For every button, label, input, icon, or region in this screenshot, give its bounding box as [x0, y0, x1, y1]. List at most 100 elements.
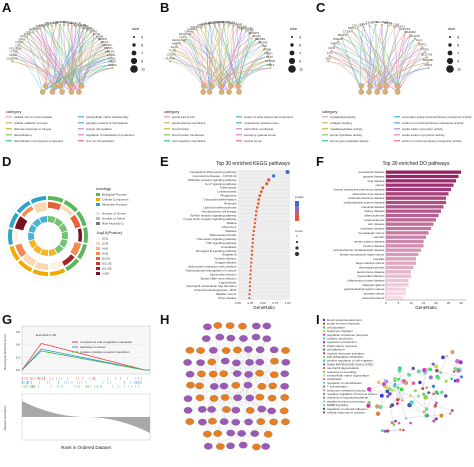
legend-dot: [322, 333, 326, 336]
network-node: [201, 335, 211, 342]
gene-node: [16, 46, 19, 50]
category-label: Hematopoietic cell lineage: [201, 209, 236, 213]
gene-node: [269, 66, 272, 70]
network-edge: [202, 361, 212, 410]
network-edge: [397, 62, 429, 93]
size-legend-dot: [446, 65, 454, 73]
gene-node: [11, 56, 15, 60]
bar: [386, 183, 454, 187]
gene-node: [240, 27, 244, 31]
category-legend-label: collagen binding: [330, 121, 352, 125]
data-point: [261, 186, 265, 190]
category-legend-label: cell projection membrane: [172, 139, 206, 143]
gene-node: [58, 23, 62, 27]
gene-label: FPR1: [20, 35, 28, 39]
network-node: [198, 418, 207, 426]
network-node: [411, 366, 415, 370]
network-edge: [207, 325, 218, 435]
gene-node: [265, 51, 269, 54]
network-node: [428, 367, 433, 372]
network-node: [409, 400, 414, 405]
gene-node: [169, 60, 172, 63]
category-label: malignant glioma: [362, 283, 385, 287]
network-node: [195, 382, 204, 390]
gene-node: [362, 25, 365, 28]
gene-node: [345, 32, 348, 36]
network-edge: [236, 362, 274, 422]
network-node: [383, 379, 386, 382]
gene-node: [336, 40, 340, 43]
gene-node: [39, 27, 42, 31]
network-edge: [380, 396, 388, 408]
circos-inner-segment: [48, 216, 56, 224]
panel-label-g: G: [2, 312, 13, 327]
pvalue-legend-title: -log10(Pvalue): [96, 230, 123, 235]
gene-node: [54, 23, 58, 27]
network-edge: [211, 24, 225, 87]
legend-label: cell activation: [327, 325, 345, 329]
gene-label: TFRC: [421, 47, 430, 51]
gene-node: [268, 58, 271, 62]
gene-node: [22, 38, 26, 41]
data-point: [250, 253, 254, 256]
gene-label: ANXA3: [200, 22, 210, 26]
network-edge: [235, 410, 285, 423]
category-label: Chemokine signaling pathway: [197, 237, 237, 241]
network-node: [208, 417, 217, 425]
category-label: Tuberculosis: [220, 186, 237, 190]
data-point: [250, 257, 253, 260]
circos-pvalue-bar: [15, 243, 27, 258]
network-node: [427, 391, 431, 394]
network-edge: [248, 385, 273, 423]
data-point: [251, 245, 254, 248]
circos-outer-segment: [9, 245, 20, 261]
gene-node: [330, 49, 333, 53]
pvalue-legend-swatch: [96, 237, 100, 240]
network-node: [268, 382, 277, 390]
category-legend-label: sodium ion transmembrane transporter act…: [402, 121, 464, 125]
network-edge: [52, 57, 112, 93]
network-edge: [384, 25, 389, 87]
bar: [386, 278, 409, 283]
x-tick-label: 0.00: [235, 301, 241, 305]
size-legend-label: 5: [299, 43, 302, 48]
network-edge: [202, 33, 251, 93]
size-legend-dot: [289, 50, 295, 56]
bar: [386, 235, 426, 239]
network-edge: [205, 26, 212, 87]
gene-node: [175, 44, 178, 48]
gene-label: CTSK: [343, 29, 351, 33]
network-edge: [181, 39, 204, 87]
category-label: myocardial infarction: [357, 274, 385, 278]
circos-pvalue-bar: [21, 206, 34, 218]
gene-label: PYGL: [93, 32, 101, 36]
ranked-metric-area: [22, 401, 150, 433]
bar: [386, 287, 406, 291]
bar: [386, 174, 459, 179]
category-node: [377, 83, 383, 89]
network-node: [267, 407, 276, 415]
gene-label: ACSL1: [63, 20, 73, 24]
circos-outer-segment: [65, 258, 80, 272]
y-tick-label: 0.4: [16, 343, 21, 347]
network-edge: [202, 374, 214, 410]
network-node: [444, 379, 448, 383]
gene-node: [204, 25, 207, 28]
network-node: [450, 350, 455, 355]
bar: [386, 244, 424, 248]
size-legend-dot: [446, 57, 454, 65]
network-edge: [422, 372, 426, 389]
gene-label: ITGAM: [39, 23, 49, 27]
network-edge: [426, 393, 434, 410]
network-node: [366, 386, 372, 392]
network-node: [422, 392, 426, 396]
data-point: [267, 178, 271, 182]
network-edge: [200, 350, 285, 398]
network-node: [441, 355, 445, 360]
network-node: [409, 421, 412, 425]
number-legend-swatch: [96, 217, 100, 220]
network-node: [416, 369, 421, 374]
network-node: [396, 398, 400, 402]
do-barplot-f: Top 30 enriched DO pathways periodontal d…: [333, 161, 466, 310]
